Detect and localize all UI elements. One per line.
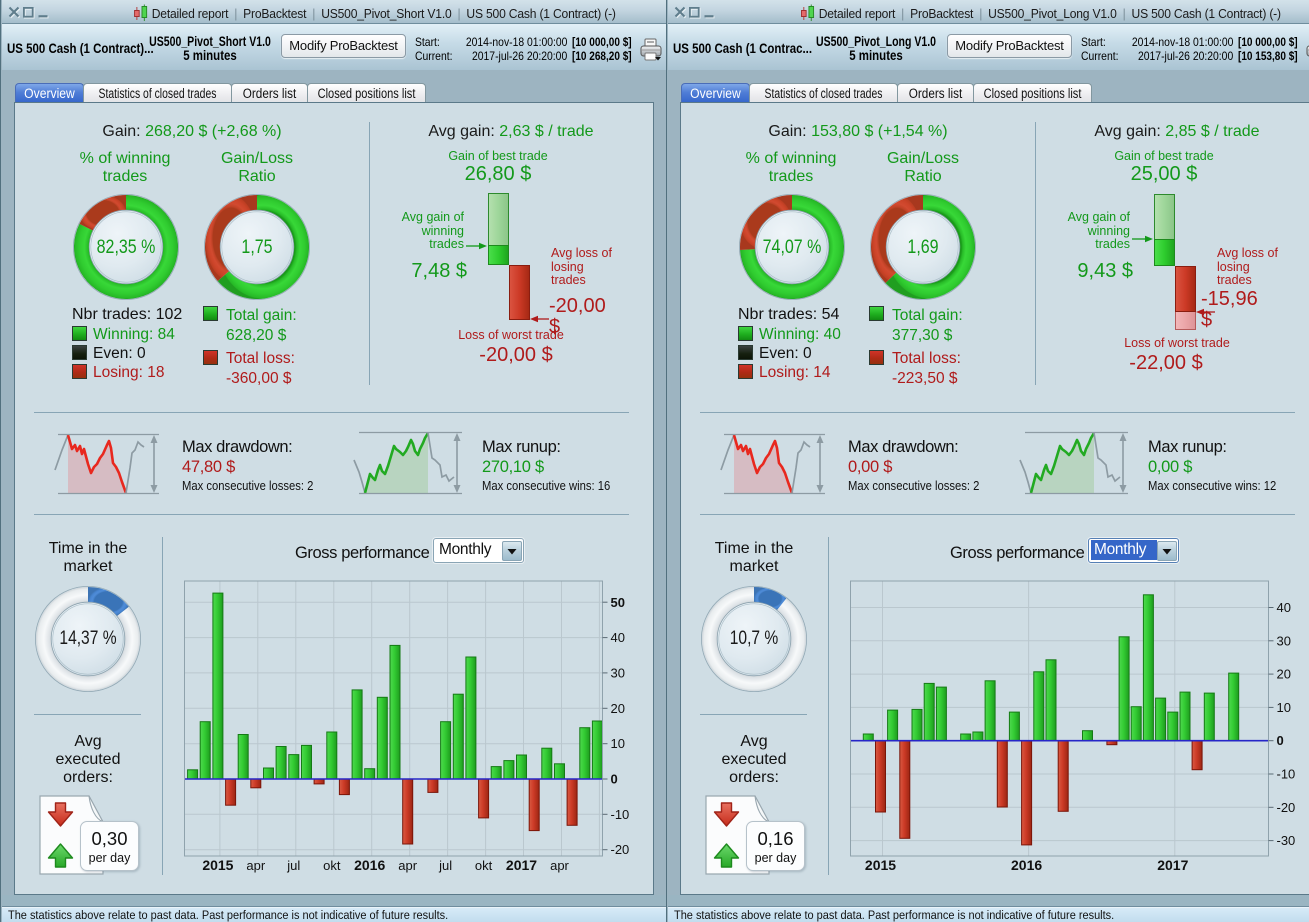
svg-text:apr: apr xyxy=(398,858,417,873)
svg-text:2016: 2016 xyxy=(1011,857,1042,873)
svg-text:-20: -20 xyxy=(1277,800,1296,815)
svg-text:0: 0 xyxy=(1277,733,1284,748)
svg-text:10: 10 xyxy=(1277,700,1291,715)
svg-text:jul: jul xyxy=(438,858,452,873)
svg-text:jul: jul xyxy=(286,858,300,873)
svg-text:30: 30 xyxy=(1277,633,1291,648)
svg-text:apr: apr xyxy=(550,858,569,873)
svg-text:20: 20 xyxy=(1277,667,1291,682)
svg-text:apr: apr xyxy=(246,858,265,873)
svg-text:2017: 2017 xyxy=(1157,857,1188,873)
svg-text:0: 0 xyxy=(611,772,618,787)
svg-text:50: 50 xyxy=(611,595,625,610)
svg-text:30: 30 xyxy=(611,665,625,680)
svg-text:okt: okt xyxy=(323,858,341,873)
svg-text:2016: 2016 xyxy=(354,857,385,873)
svg-text:20: 20 xyxy=(611,701,625,716)
svg-text:10: 10 xyxy=(611,736,625,751)
svg-text:-30: -30 xyxy=(1277,833,1296,848)
svg-text:-10: -10 xyxy=(611,807,630,822)
svg-text:2015: 2015 xyxy=(865,857,896,873)
svg-text:2015: 2015 xyxy=(202,857,233,873)
svg-text:40: 40 xyxy=(1277,600,1291,615)
svg-text:-10: -10 xyxy=(1277,767,1296,782)
svg-text:-20: -20 xyxy=(611,842,630,857)
svg-text:40: 40 xyxy=(611,630,625,645)
svg-text:2017: 2017 xyxy=(506,857,537,873)
svg-text:okt: okt xyxy=(475,858,493,873)
